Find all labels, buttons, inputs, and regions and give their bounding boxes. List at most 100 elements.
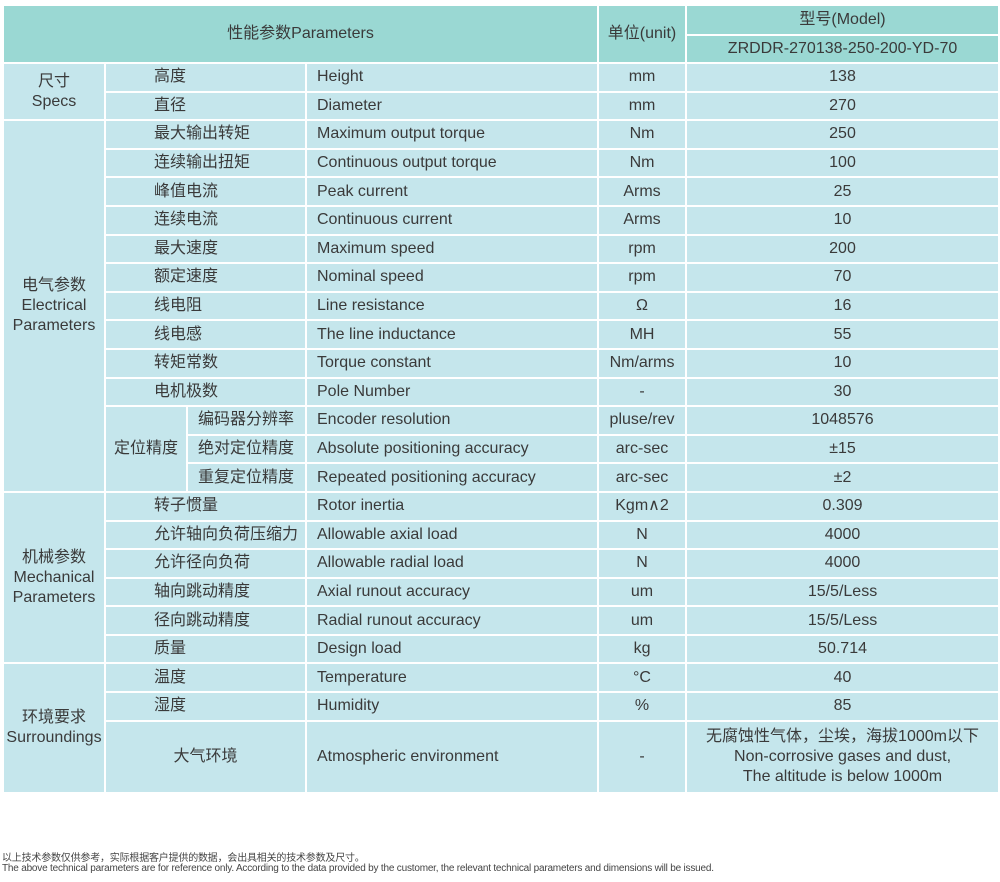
table-row: 电机极数 Pole Number -30 [3,376,1000,408]
header-unit: 单位(unit) [597,4,688,64]
param-en: Continuous output torque [304,147,600,179]
table-row: 重复定位精度 Repeated positioning accuracy arc-s… [3,462,1000,493]
param-value: 85 [685,691,1000,722]
param-unit: kg [597,633,688,665]
param-zh: 最大输出转矩 [104,119,307,150]
table-row: 径向跳动精度 Radial runout accuracy um 15/5/Less [3,605,1000,636]
table-row: 直径 Diameter mm 270 [3,90,1000,122]
param-zh: 线电感 [104,319,307,350]
table-row: 峰值电流 Peak current Arms 25 [3,176,1000,207]
param-value: 100 [685,147,1000,179]
param-unit: Ω [597,290,688,322]
param-unit: mm [597,90,688,122]
param-zh: 温度 [104,662,307,694]
group-label-zh: 尺寸 [37,72,70,90]
param-en: Pole Number [304,376,600,408]
param-value: 50.714 [685,633,1000,665]
param-en: Radial runout accuracy [304,605,600,636]
group-label-zh: 环境要求 [21,709,86,727]
param-value: 16 [685,290,1000,322]
param-unit: N [597,519,688,551]
param-unit: arc-sec [597,462,688,493]
param-value: 1048576 [685,405,1000,436]
param-unit: Arms [597,204,688,236]
footnote-zh: 以上技术参数仅供参考，实际根据客户提供的数据，会出具相关的技术参数及尺寸。 [2,853,365,864]
table-row: 绝对定位精度 Absolute positioning accuracy arc-s… [3,433,1000,465]
param-zh: 编码器分辨率 [186,405,307,436]
param-zh: 径向跳动精度 [104,605,307,636]
param-zh: 允许轴向负荷压缩力 [104,519,307,551]
param-unit: um [597,576,688,608]
param-en: Humidity [304,691,600,722]
param-en: Maximum output torque [304,119,600,150]
param-unit: Kgm∧2 [597,490,688,522]
param-en: Axial runout accuracy [304,576,600,608]
param-value: 10 [685,347,1000,379]
group-label-en: Surroundings [6,729,102,747]
table-row: 大气环境 Atmospheric environment - 无腐蚀性气体，尘埃，海拔… [3,719,1000,794]
table-row: 轴向跳动精度 Axial runout accuracy um 15/5/Less [3,576,1000,608]
param-value: 200 [685,233,1000,265]
param-en: Atmospheric environment [304,719,600,794]
param-zh: 线电阻 [104,290,307,322]
param-unit: °C [597,662,688,694]
param-unit: % [597,691,688,722]
param-unit: arc-sec [597,433,688,465]
param-en: Absolute positioning accuracy [304,433,600,465]
group-label: 尺寸 Specs [2,61,106,122]
table-row: 机械参数 Mechanical Parameters 转子惯量 Rotor inert… [2,490,1000,665]
param-en: Nominal speed [304,262,600,293]
param-zh: 直径 [104,90,307,122]
table-row: 线电阻 Line resistance Ω 16 [3,290,1000,322]
param-unit: - [597,376,688,408]
param-unit: rpm [597,233,688,265]
param-unit: Arms [597,176,688,207]
param-unit: Nm [597,147,688,179]
param-value: ±2 [685,462,1000,493]
param-en: Continuous current [304,204,600,236]
param-unit: mm [597,62,688,93]
param-zh: 重复定位精度 [186,462,307,493]
table-row: 最大速度 Maximum speed rpm 200 [3,233,1000,265]
value-line: Non-corrosive gases and dust, [734,747,952,765]
param-unit: N [597,548,688,579]
param-zh: 高度 [104,62,307,93]
table-row: 质量 Design load kg 50.714 [3,633,1000,665]
param-en: Line resistance [304,290,600,322]
param-value: 4000 [685,519,1000,551]
header-model-label: 型号(Model) [685,4,1000,36]
param-en: Repeated positioning accuracy [304,462,600,493]
param-value: 25 [685,176,1000,207]
param-en: Height [304,62,600,93]
table-row: 连续电流 Continuous current Arms 10 [3,204,1000,236]
group-label-en: Mechanical Parameters [12,568,96,606]
param-en: Diameter [304,90,600,122]
param-zh: 轴向跳动精度 [104,576,307,608]
param-en: Encoder resolution [304,405,600,436]
param-en: Allowable radial load [304,548,600,579]
param-en: Torque constant [304,347,600,379]
param-en: Allowable axial load [304,519,600,551]
group-label: 电气参数 Electrical Parameters [2,119,106,493]
param-zh: 大气环境 [104,719,307,794]
param-zh: 转子惯量 [104,490,307,522]
param-zh: 连续电流 [104,204,307,236]
param-zh: 转矩常数 [104,347,307,379]
param-zh: 电机极数 [104,376,307,408]
param-unit: um [597,605,688,636]
param-zh: 峰值电流 [104,176,307,207]
param-value: 70 [685,262,1000,293]
table-row: 连续输出扭矩 Continuous output torque Nm 100 [3,147,1000,179]
param-en: Peak current [304,176,600,207]
param-value: 138 [685,62,1000,93]
table-row: 定位精度 编码器分辨率 Encoder resolution pluse/rev 104… [3,405,1000,493]
param-value: 15/5/Less [685,576,1000,608]
group-label-zh: 电气参数 [21,277,86,295]
param-en: The line inductance [304,319,600,350]
table-row: 湿度 Humidity% 85 [3,691,1000,722]
footnote-en: The above technical parameters are for r… [2,863,714,874]
param-zh: 最大速度 [104,233,307,265]
param-value: 270 [685,90,1000,122]
param-value: ±15 [685,433,1000,465]
param-unit: MH [597,319,688,350]
